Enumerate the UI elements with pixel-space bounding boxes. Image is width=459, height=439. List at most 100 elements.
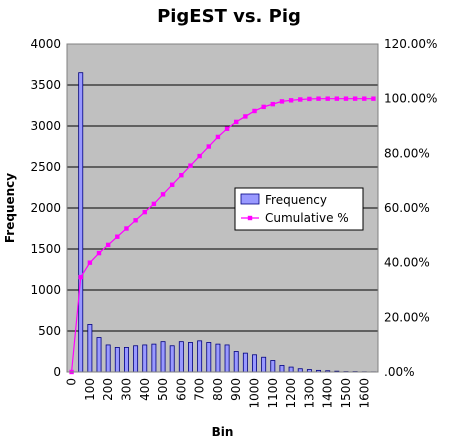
bar xyxy=(261,356,267,373)
cumulative-point xyxy=(96,250,102,256)
y-tick-label: 4000 xyxy=(30,37,61,51)
cumulative-point xyxy=(371,96,376,101)
cumulative-point xyxy=(179,173,184,178)
bar xyxy=(188,342,193,373)
plot-border xyxy=(66,43,379,373)
bar xyxy=(242,352,248,373)
y2-tick-label: 40.00% xyxy=(384,256,430,270)
x-tick-label: 700 xyxy=(193,378,207,401)
x-tick-label: 200 xyxy=(101,378,115,401)
x-tick-label: 100 xyxy=(83,378,97,401)
cumulative-point xyxy=(279,99,285,104)
cumulative-polyline xyxy=(70,98,374,373)
cumulative-point xyxy=(151,201,157,207)
cumulative-point xyxy=(243,114,248,119)
x-tick-label: 500 xyxy=(156,378,170,401)
cumulative-point xyxy=(215,134,221,140)
x-tick-label: 1200 xyxy=(284,378,298,409)
y-tick-label: 1000 xyxy=(30,283,61,297)
y-tick-label: 0 xyxy=(53,365,61,379)
x-tick-label: 1300 xyxy=(302,378,316,409)
legend: Frequency Cumulative % xyxy=(234,187,364,231)
cumulative-point xyxy=(206,144,211,149)
cumulative-point xyxy=(87,260,93,265)
cumulative-point xyxy=(169,182,175,187)
frequency-bars xyxy=(78,72,376,373)
bar xyxy=(160,341,166,373)
bar xyxy=(169,345,175,373)
bar xyxy=(105,344,111,373)
chart-title: PigEST vs. Pig xyxy=(157,6,301,27)
x-tick-label: 800 xyxy=(211,378,225,401)
x-tick-label: 600 xyxy=(174,378,188,401)
cumulative-point xyxy=(160,192,166,197)
x-tick-label: 0 xyxy=(65,378,79,386)
cumulative-point xyxy=(298,97,303,102)
y-tick-label: 1500 xyxy=(30,242,61,256)
cumulative-point xyxy=(270,101,276,107)
bar xyxy=(279,365,285,373)
y2-tick-label: 80.00% xyxy=(384,146,430,160)
x-tick-label: 900 xyxy=(229,378,243,401)
cumulative-point xyxy=(197,153,202,159)
cumulative-line xyxy=(69,96,376,375)
gridlines xyxy=(67,84,378,332)
bar xyxy=(288,366,294,373)
cumulative-point xyxy=(325,96,330,101)
legend-marker-cumulative xyxy=(247,215,253,221)
cumulative-point xyxy=(78,274,83,280)
cumulative-point xyxy=(316,96,321,101)
bar xyxy=(78,72,84,373)
y-tick-label: 2500 xyxy=(30,160,61,174)
cumulative-point xyxy=(105,242,111,248)
bar xyxy=(270,360,276,373)
x-tick-label: 1100 xyxy=(266,378,280,409)
x-tick-label: 1600 xyxy=(357,378,371,409)
cumulative-point xyxy=(362,96,367,101)
bar xyxy=(96,337,102,373)
x-tick-label: 1000 xyxy=(248,378,262,409)
cumulative-point xyxy=(261,104,266,110)
cumulative-point xyxy=(142,209,147,215)
y-axis-title: Frequency xyxy=(3,173,17,243)
y2-tick-label: .00% xyxy=(384,365,415,379)
x-axis-title: Bin xyxy=(212,425,234,439)
y2-tick-label: 120.00% xyxy=(384,37,437,51)
bar xyxy=(233,351,239,373)
legend-label-cumulative: Cumulative % xyxy=(265,211,349,225)
cumulative-point xyxy=(307,96,312,102)
x-tick-label: 400 xyxy=(138,378,152,401)
y-tick-label: 2000 xyxy=(30,201,61,215)
cumulative-point xyxy=(224,126,230,131)
bar xyxy=(252,354,257,373)
legend-swatch-frequency xyxy=(240,193,260,205)
x-tick-label: 1400 xyxy=(321,378,335,409)
cumulative-point xyxy=(133,218,138,223)
bar xyxy=(224,344,230,373)
y2-tick-label: 20.00% xyxy=(384,310,430,324)
cumulative-point xyxy=(352,96,358,101)
cumulative-point xyxy=(234,119,239,125)
bar xyxy=(151,343,157,373)
cumulative-point xyxy=(343,96,349,101)
x-tick-label: 300 xyxy=(119,378,133,401)
y-tick-label: 3000 xyxy=(30,119,61,133)
y-tick-label: 3500 xyxy=(30,78,61,92)
cumulative-point xyxy=(124,226,129,231)
bar xyxy=(178,341,184,373)
cumulative-point xyxy=(252,108,257,114)
y-axis-left: 0 500 1000 1500 2000 2500 3000 3500 4000 xyxy=(30,37,61,379)
bar xyxy=(123,346,129,373)
y-axis-right: .00% 20.00% 40.00% 60.00% 80.00% 100.00% 120.0… xyxy=(384,37,437,379)
bar xyxy=(87,324,93,373)
x-tick-label: 1500 xyxy=(339,378,353,409)
cumulative-point xyxy=(288,98,294,103)
bar xyxy=(197,340,203,373)
y2-tick-label: 100.00% xyxy=(384,92,437,106)
bar xyxy=(142,344,148,373)
y2-tick-label: 60.00% xyxy=(384,201,430,215)
y-tick-label: 500 xyxy=(38,324,61,338)
cumulative-point xyxy=(115,234,120,239)
bar xyxy=(114,346,120,373)
